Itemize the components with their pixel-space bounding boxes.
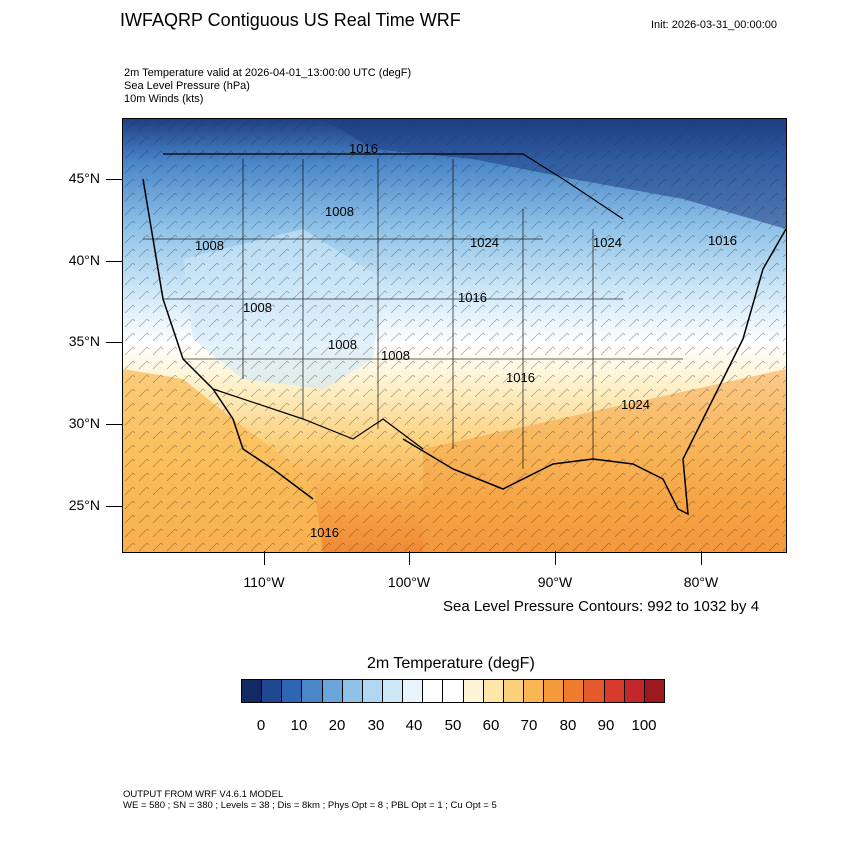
lat-tick: [106, 506, 122, 507]
colorbar-swatch: [322, 680, 343, 702]
lon-tick: [409, 551, 410, 565]
lon-label-110w: 110°W: [243, 574, 285, 590]
footer-config: WE = 580 ; SN = 380 ; Levels = 38 ; Dis …: [123, 800, 497, 811]
lon-tick: [264, 551, 265, 565]
colorbar-label: 100: [631, 717, 657, 734]
init-time: Init: 2026-03-31_00:00:00: [651, 19, 777, 31]
slp-label: 1016: [310, 525, 339, 540]
wind-barbs: [123, 119, 786, 552]
colorbar-swatch: [584, 680, 605, 702]
lon-label-90w: 90°W: [537, 574, 573, 590]
colorbar-swatch: [644, 680, 664, 702]
colorbar-swatch: [282, 680, 303, 702]
footer-model: OUTPUT FROM WRF V4.6.1 MODEL: [123, 789, 284, 800]
colorbar-swatch: [382, 680, 404, 702]
colorbar-label: 50: [444, 717, 462, 734]
slp-label: 1008: [243, 300, 272, 315]
state-borders: [143, 159, 683, 469]
lon-label-80w: 80°W: [683, 574, 719, 590]
lat-tick: [106, 179, 122, 180]
lat-label-40n: 40°N: [68, 252, 100, 268]
lat-label-45n: 45°N: [68, 170, 100, 186]
colorbar-label: 20: [328, 717, 346, 734]
lat-label-35n: 35°N: [68, 333, 100, 349]
colorbar-swatch: [503, 680, 524, 702]
colorbar-label: 90: [597, 717, 615, 734]
field-pressure-label: Sea Level Pressure (hPa): [124, 80, 250, 92]
colorbar-label: 80: [559, 717, 577, 734]
slp-label: 1016: [458, 290, 487, 305]
colorbar-title: 2m Temperature (degF): [367, 655, 535, 672]
lat-tick: [106, 342, 122, 343]
us-canada-border: [163, 153, 624, 220]
slp-label: 1008: [325, 204, 354, 219]
slp-label: 1008: [328, 337, 357, 352]
map-panel: 1016 1008 1008 1024 1024 1016 1016 1008 …: [122, 118, 787, 553]
field-winds-label: 10m Winds (kts): [124, 93, 204, 105]
colorbar-label: 40: [405, 717, 423, 734]
colorbar-swatch: [523, 680, 545, 702]
colorbar-swatch: [403, 680, 424, 702]
slp-label: 1016: [506, 370, 535, 385]
lat-label-30n: 30°N: [68, 415, 100, 431]
colorbar-swatch: [242, 680, 263, 702]
slp-label: 1016: [708, 233, 737, 248]
lat-tick: [106, 424, 122, 425]
slp-label: 1008: [381, 348, 410, 363]
us-mexico-border: [212, 388, 424, 450]
colorbar-label: 0: [256, 717, 266, 734]
slp-label: 1024: [621, 397, 650, 412]
lon-tick: [701, 551, 702, 565]
colorbar-swatch: [564, 680, 585, 702]
lat-label-25n: 25°N: [68, 497, 100, 513]
slp-label: 1024: [470, 235, 499, 250]
colorbar-label: 10: [290, 717, 308, 734]
east-gulf-coastline: [402, 228, 786, 516]
colorbar-swatch: [443, 680, 464, 702]
colorbar-swatch: [362, 680, 383, 702]
colorbar-swatch: [342, 680, 363, 702]
temperature-colorbar: [241, 679, 665, 703]
field-temperature-label: 2m Temperature valid at 2026-04-01_13:00…: [124, 67, 412, 79]
colorbar-label: 60: [482, 717, 500, 734]
lat-tick: [106, 261, 122, 262]
contour-note: Sea Level Pressure Contours: 992 to 1032…: [443, 598, 760, 615]
lon-label-100w: 100°W: [387, 574, 431, 590]
slp-label: 1008: [195, 238, 224, 253]
colorbar-swatch: [483, 680, 504, 702]
slp-label: 1024: [593, 235, 622, 250]
colorbar-swatch: [423, 680, 444, 702]
colorbar-label: 70: [520, 717, 538, 734]
temperature-map: 1016 1008 1008 1024 1024 1016 1016 1008 …: [123, 119, 786, 552]
colorbar-swatch: [262, 680, 283, 702]
slp-label: 1016: [349, 141, 378, 156]
colorbar-swatch: [624, 680, 645, 702]
colorbar-swatch: [604, 680, 625, 702]
colorbar-swatch: [463, 680, 484, 702]
lon-tick: [555, 551, 556, 565]
colorbar-swatch: [544, 680, 565, 702]
colorbar-label: 30: [367, 717, 385, 734]
colorbar-swatch: [302, 680, 323, 702]
map-title: IWFAQRP Contiguous US Real Time WRF: [120, 10, 461, 30]
